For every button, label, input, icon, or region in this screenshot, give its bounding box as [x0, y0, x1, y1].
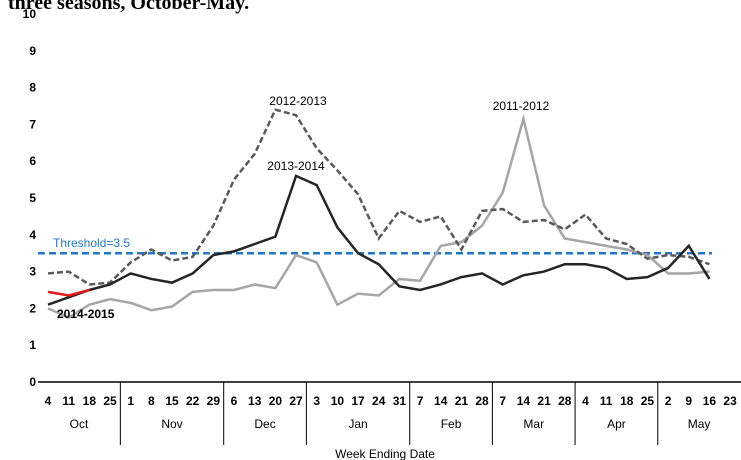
series-line	[47, 108, 710, 286]
month-label: Oct	[70, 417, 89, 431]
series-label: 2014-2015	[57, 307, 115, 321]
month-label: Jan	[348, 417, 367, 431]
y-tick-label: 7	[29, 117, 36, 131]
y-tick-label: 9	[29, 44, 36, 58]
series-line	[47, 288, 90, 297]
x-tick-label: 21	[455, 394, 469, 408]
x-tick-label: 14	[434, 394, 448, 408]
x-tick-label: 14	[517, 394, 531, 408]
x-tick-label: 27	[289, 394, 303, 408]
x-tick-label: 10	[331, 394, 345, 408]
month-label: Dec	[254, 417, 275, 431]
series-label: 2013-2014	[267, 159, 325, 173]
y-tick-label: 0	[29, 375, 36, 389]
x-tick-label: 28	[558, 394, 572, 408]
series-line	[47, 174, 711, 306]
y-tick-label: 4	[29, 228, 36, 242]
month-label: May	[688, 417, 711, 431]
x-tick-label: 2	[665, 394, 672, 408]
y-tick-label: 3	[29, 265, 36, 279]
x-tick-label: 7	[417, 394, 424, 408]
x-tick-label: 3	[313, 394, 320, 408]
x-tick-label: 25	[641, 394, 655, 408]
month-label: Mar	[523, 417, 544, 431]
x-axis-title: Week Ending Date	[335, 447, 435, 460]
threshold-label: Threshold=3.5	[53, 236, 130, 250]
x-tick-label: 20	[269, 394, 283, 408]
x-tick-label: 21	[537, 394, 551, 408]
x-tick-label: 9	[685, 394, 692, 408]
y-tick-label: 1	[29, 338, 36, 352]
x-tick-label: 4	[582, 394, 589, 408]
x-tick-label: 18	[83, 394, 97, 408]
x-tick-label: 28	[475, 394, 489, 408]
chart-title: three seasons, October-May.	[8, 0, 249, 14]
x-tick-label: 1	[127, 394, 134, 408]
x-tick-label: 18	[620, 394, 634, 408]
x-tick-label: 13	[248, 394, 262, 408]
x-tick-label: 11	[62, 394, 75, 408]
x-tick-label: 29	[207, 394, 221, 408]
x-tick-label: 6	[231, 394, 238, 408]
x-tick-label: 7	[499, 394, 506, 408]
series-label: 2011-2012	[493, 99, 550, 113]
x-tick-label: 16	[703, 394, 717, 408]
y-tick-label: 10	[23, 7, 37, 21]
month-label: Feb	[441, 417, 462, 431]
x-tick-label: 31	[393, 394, 407, 408]
x-tick-label: 4	[45, 394, 52, 408]
month-label: Apr	[607, 417, 626, 431]
y-tick-label: 5	[29, 191, 36, 205]
x-tick-label: 23	[723, 394, 737, 408]
y-tick-label: 8	[29, 81, 36, 95]
series-label: 2012-2013	[269, 94, 327, 108]
y-tick-label: 2	[29, 301, 36, 315]
x-tick-label: 15	[165, 394, 179, 408]
x-tick-label: 25	[103, 394, 117, 408]
x-tick-label: 24	[372, 394, 386, 408]
x-tick-label: 22	[186, 394, 200, 408]
y-tick-label: 6	[29, 154, 36, 168]
x-tick-label: 11	[600, 394, 613, 408]
x-tick-label: 17	[351, 394, 365, 408]
series-line	[47, 113, 710, 320]
month-label: Nov	[161, 417, 182, 431]
x-tick-label: 8	[148, 394, 155, 408]
